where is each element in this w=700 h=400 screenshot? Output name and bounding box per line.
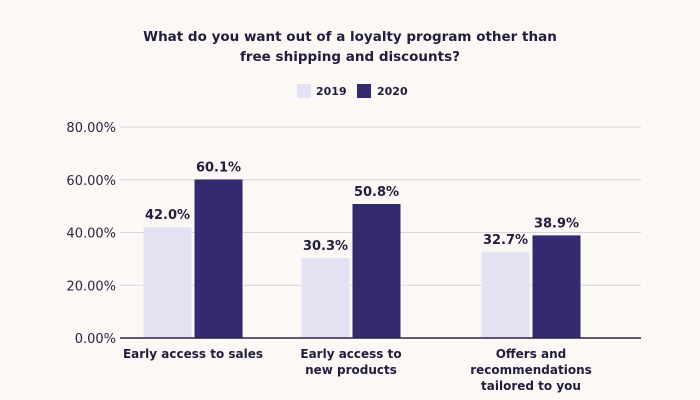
bar-2020-1 bbox=[194, 179, 243, 338]
y-tick-label: 0.00% bbox=[75, 332, 116, 347]
x-category-label: tailored to you bbox=[481, 379, 581, 393]
bar-2020-3 bbox=[532, 235, 581, 338]
data-label-2020-1: 60.1% bbox=[196, 160, 241, 175]
y-tick-label: 40.00% bbox=[66, 227, 116, 242]
x-category-label: Early access to bbox=[300, 347, 401, 361]
legend-swatch-2019 bbox=[297, 84, 311, 98]
chart-title: What do you want out of a loyalty progra… bbox=[143, 29, 557, 65]
legend-label-2020: 2020 bbox=[377, 85, 408, 98]
bars bbox=[143, 179, 581, 338]
chart-title-line: free shipping and discounts? bbox=[240, 49, 460, 65]
bar-2020-2 bbox=[352, 204, 401, 338]
chart-title-line: What do you want out of a loyalty progra… bbox=[143, 29, 557, 45]
data-label-2019-3: 32.7% bbox=[483, 233, 528, 248]
data-label-2020-2: 50.8% bbox=[354, 185, 399, 200]
x-category-label: Early access to sales bbox=[123, 347, 263, 361]
chart-legend: 2019 2020 bbox=[297, 84, 408, 98]
data-label-2019-2: 30.3% bbox=[303, 239, 348, 254]
x-category-label: recommendations bbox=[470, 363, 592, 377]
x-axis-categories: Early access to sales Early access to new … bbox=[123, 347, 592, 393]
x-category-label: new products bbox=[305, 363, 397, 377]
legend-label-2019: 2019 bbox=[316, 85, 347, 98]
bar-2019-1 bbox=[143, 227, 192, 338]
y-tick-label: 80.00% bbox=[66, 121, 116, 136]
y-tick-label: 20.00% bbox=[66, 279, 116, 294]
x-category-label: Offers and bbox=[496, 347, 567, 361]
bar-2019-3 bbox=[481, 251, 530, 338]
legend-swatch-2020 bbox=[357, 84, 371, 98]
bar-2019-2 bbox=[301, 258, 350, 338]
data-label-2019-1: 42.0% bbox=[145, 208, 190, 223]
data-labels: 42.0% 60.1% 30.3% 50.8% 32.7% 38.9% bbox=[145, 160, 579, 254]
data-label-2020-3: 38.9% bbox=[534, 216, 579, 231]
y-tick-label: 60.00% bbox=[66, 174, 116, 189]
y-axis-ticks: 0.00% 20.00% 40.00% 60.00% 80.00% bbox=[66, 121, 116, 347]
